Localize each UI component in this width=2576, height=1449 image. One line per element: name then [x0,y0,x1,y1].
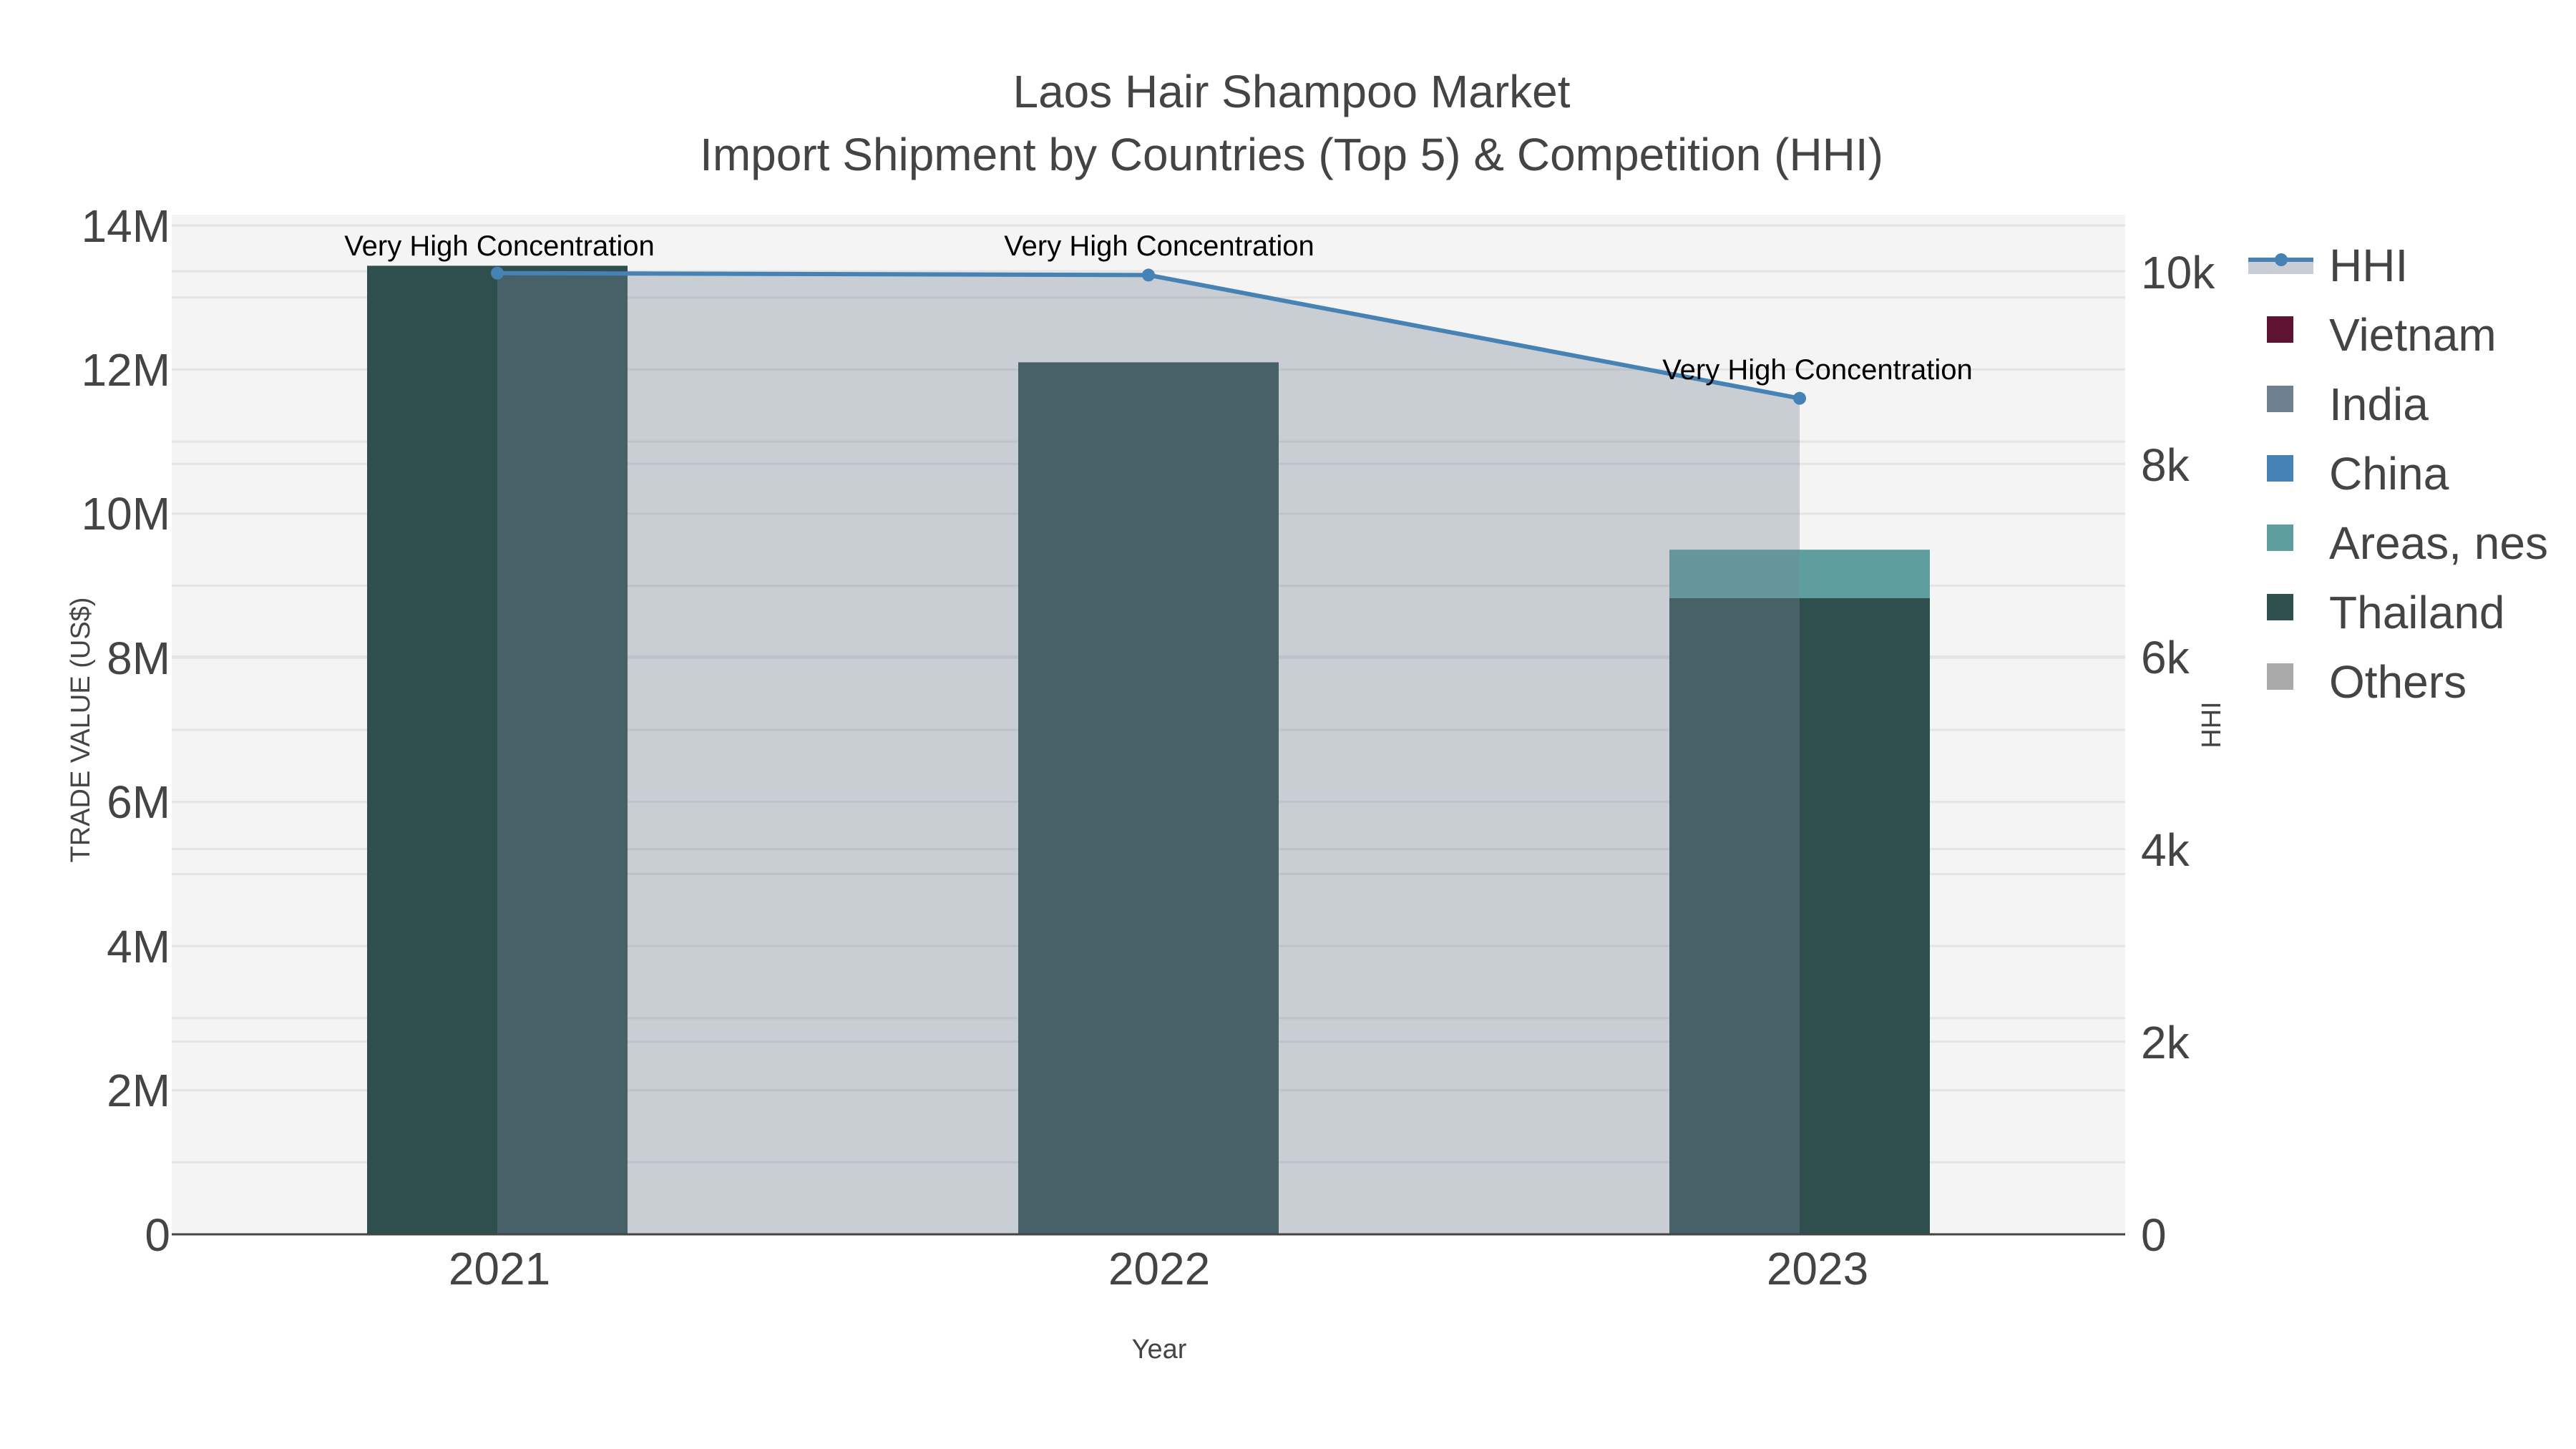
legend-label: Areas, nes [2329,517,2548,569]
hhi-series [491,266,1806,1234]
y-left-tick: 0 [145,1209,170,1261]
x-axis-title: Year [1132,1335,1187,1365]
legend-label: HHI [2329,240,2408,291]
bars [367,265,1930,1234]
legend-label: China [2329,448,2449,499]
y-left-tick: 14M [82,200,171,252]
legend-label: Vietnam [2329,309,2497,361]
y-right-tick: 8k [2141,439,2190,491]
annotation-2021: Very High Concentration [344,230,655,262]
y-left-tick: 2M [107,1065,170,1116]
legend-item-china[interactable]: China [2267,448,2449,499]
y-right-axis-title: HHI [2197,701,2227,748]
y-right-ticks: 0 2k 4k 6k 8k 10k [2141,247,2215,1261]
y-right-tick: 6k [2141,632,2190,683]
y-left-axis-title: TRADE VALUE (US$) [66,597,96,863]
hhi-marker-icon [2275,253,2288,266]
y-right-tick: 10k [2141,247,2215,298]
y-left-tick: 12M [82,344,171,396]
hhi-fill-swatch-icon [2248,260,2313,274]
hhi-marker-2021 [491,266,504,280]
thailand-swatch-icon [2267,594,2293,620]
bar-areas-nes-2023 [1669,550,1930,598]
legend-label: Others [2329,656,2467,708]
bar-thailand-2023 [1669,597,1930,1234]
legend-item-areas-nes[interactable]: Areas, nes [2267,517,2548,569]
legend-label: India [2329,379,2429,430]
hhi-area [497,273,1800,1234]
y-left-tick: 10M [82,488,171,540]
bar-thailand-2022 [1018,362,1279,1234]
y-right-tick: 2k [2141,1017,2190,1068]
legend-item-thailand[interactable]: Thailand [2267,587,2505,638]
others-swatch-icon [2267,663,2293,690]
annotation-2023: Very High Concentration [1662,354,1973,386]
y-right-tick: 0 [2141,1209,2167,1261]
y-left-tick: 4M [107,921,170,972]
y-right-tick: 4k [2141,824,2190,876]
india-swatch-icon [2267,386,2293,412]
areas-nes-swatch-icon [2267,525,2293,551]
chart-title-line2: Import Shipment by Countries (Top 5) & C… [700,129,1883,180]
y-left-tick: 6M [107,776,170,828]
hhi-marker-2023 [1793,391,1806,405]
x-tick: 2022 [1108,1243,1210,1294]
bar-thailand-2021 [367,265,628,1234]
china-swatch-icon [2267,455,2293,482]
legend-item-vietnam[interactable]: Vietnam [2267,309,2497,361]
chart-title-line1: Laos Hair Shampoo Market [1013,66,1570,117]
y-left-ticks: 0 2M 4M 6M 8M 10M 12M 14M [82,200,171,1261]
hhi-marker-2022 [1142,268,1155,282]
legend-item-india[interactable]: India [2267,379,2429,430]
vietnam-swatch-icon [2267,316,2293,343]
legend-item-others[interactable]: Others [2267,656,2467,708]
legend-item-hhi[interactable]: HHI [2248,240,2408,291]
annotation-2022: Very High Concentration [1004,230,1314,262]
x-tick: 2023 [1767,1243,1868,1294]
legend: HHI Vietnam India China Areas, nes Thail… [2248,240,2548,708]
y-left-tick: 8M [107,633,170,684]
x-tick: 2021 [449,1243,550,1294]
legend-label: Thailand [2329,587,2505,638]
x-ticks: 2021 2022 2023 [449,1243,1868,1294]
